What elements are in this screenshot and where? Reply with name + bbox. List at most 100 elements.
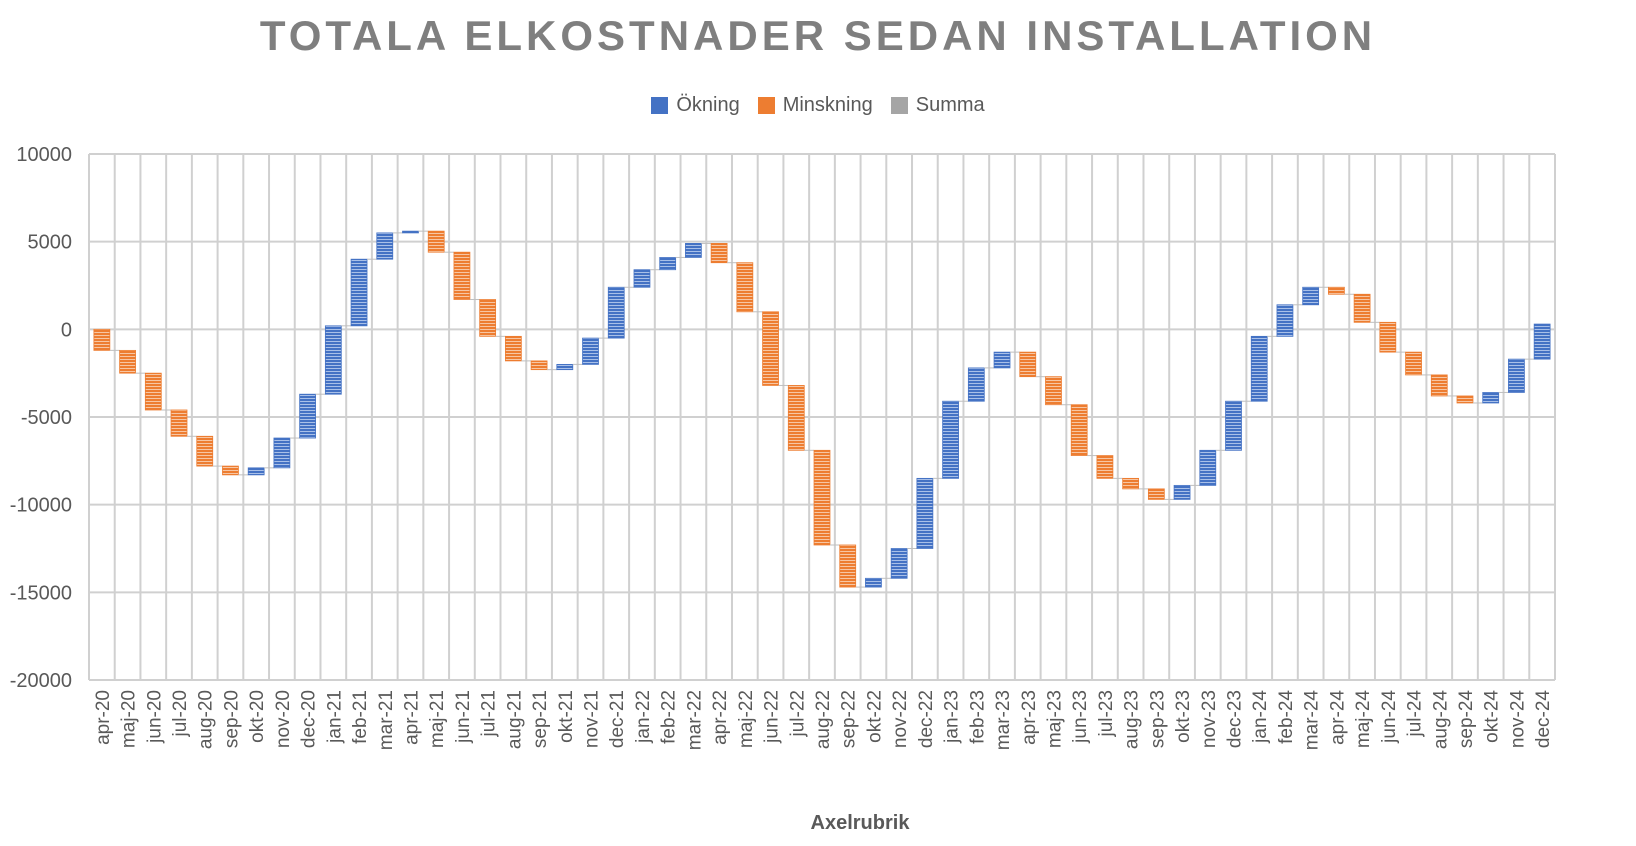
bar-decrease [170, 409, 188, 437]
x-tick-label: sep-21 [530, 690, 551, 748]
bar-decrease [762, 311, 779, 386]
x-tick-label: mar-21 [376, 690, 397, 750]
bar-increase [1302, 286, 1320, 306]
bar-decrease [479, 299, 497, 337]
x-tick-label: feb-21 [350, 690, 371, 744]
x-tick-label: dec-21 [607, 690, 628, 748]
x-tick-label: jul-21 [479, 690, 500, 737]
x-tick-label: nov-21 [582, 690, 603, 748]
bar-decrease [196, 435, 214, 467]
bar-decrease [1328, 286, 1345, 295]
x-tick-label: sep-23 [1147, 690, 1168, 748]
legend-swatch-total [890, 97, 908, 114]
x-tick-label: nov-20 [273, 690, 294, 748]
bar-increase [659, 257, 677, 271]
bar-increase [299, 393, 316, 439]
x-tick-label: feb-22 [659, 690, 680, 744]
x-tick-label: jul-22 [787, 690, 808, 737]
y-tick-label: 5000 [28, 232, 73, 254]
bar-increase [582, 337, 599, 365]
bar-decrease [222, 465, 239, 476]
x-tick-label: sep-20 [221, 690, 242, 748]
x-tick-label: sep-24 [1456, 690, 1477, 749]
x-tick-label: okt-20 [247, 690, 268, 743]
legend-label-decrease: Minskning [782, 94, 873, 116]
x-tick-label: apr-24 [1327, 690, 1348, 745]
x-tick-label: apr-22 [710, 690, 731, 745]
bar-increase [1508, 358, 1525, 393]
y-tick-label: -10000 [10, 495, 72, 517]
x-tick-label: dec-20 [299, 690, 320, 748]
x-tick-label: jan-21 [324, 690, 345, 744]
bar-increase [273, 437, 291, 469]
x-tick-label: maj-21 [427, 690, 448, 748]
x-tick-label: aug-22 [813, 690, 834, 749]
bar-decrease [119, 349, 136, 374]
bar-increase [607, 286, 625, 339]
x-tick-label: okt-21 [556, 690, 577, 743]
y-tick-label: -20000 [10, 670, 72, 692]
bar-increase [556, 363, 574, 371]
x-tick-label: sep-22 [839, 690, 860, 748]
x-tick-label: okt-22 [864, 690, 885, 743]
x-tick-label: aug-24 [1430, 690, 1451, 750]
bar-decrease [710, 243, 728, 264]
x-tick-label: okt-24 [1482, 690, 1503, 743]
bar-increase [1173, 484, 1191, 500]
legend-item-total: Summa [890, 94, 985, 117]
x-tick-label: nov-24 [1507, 690, 1528, 749]
x-tick-label: jun-24 [1379, 690, 1400, 744]
bar-increase [247, 467, 265, 476]
x-tick-label: jan-23 [942, 690, 963, 744]
x-tick-label: mar-23 [993, 690, 1014, 750]
legend-item-decrease: Minskning [757, 94, 873, 117]
x-tick-label: maj-24 [1353, 690, 1374, 749]
bar-increase [324, 325, 342, 395]
bar-increase [685, 243, 702, 258]
bar-decrease [1379, 321, 1397, 353]
x-tick-label: apr-21 [401, 690, 422, 745]
bar-decrease [736, 262, 754, 313]
y-tick-label: 10000 [16, 144, 72, 166]
x-tick-label: okt-23 [1173, 690, 1194, 743]
bar-decrease [1019, 351, 1037, 378]
x-tick-label: jul-20 [170, 690, 191, 737]
bar-increase [967, 367, 985, 402]
bar-increase [1199, 449, 1217, 486]
bar-decrease [427, 230, 445, 253]
bar-increase [993, 351, 1011, 369]
bar-decrease [1353, 293, 1371, 323]
legend-label-increase: Ökning [676, 94, 740, 116]
x-tick-label: maj-23 [1044, 690, 1065, 748]
bar-decrease [144, 372, 162, 411]
x-tick-label: maj-20 [119, 690, 140, 748]
legend-swatch-increase [651, 97, 669, 114]
bar-decrease [1456, 395, 1474, 404]
bar-increase [633, 269, 651, 288]
x-tick-label: jun-23 [1070, 690, 1091, 744]
x-tick-label: jun-20 [144, 690, 165, 744]
x-tick-label: feb-23 [967, 690, 988, 744]
legend: Ökning Minskning Summa [0, 94, 1636, 117]
bar-increase [865, 577, 882, 588]
bar-increase [1250, 335, 1268, 402]
x-tick-label: nov-22 [890, 690, 911, 748]
bar-decrease [839, 544, 857, 588]
x-tick-label: feb-24 [1276, 690, 1297, 744]
x-tick-label: jun-22 [762, 690, 783, 744]
legend-label-total: Summa [915, 94, 985, 116]
bar-decrease [504, 335, 522, 362]
x-tick-label: aug-21 [504, 690, 525, 749]
bar-increase [1276, 304, 1294, 337]
bar-decrease [1147, 488, 1165, 500]
bar-increase [1533, 323, 1551, 360]
x-tick-label: jun-21 [453, 690, 474, 744]
x-tick-label: jan-22 [633, 690, 654, 744]
x-tick-label: dec-23 [1225, 690, 1246, 748]
bar-decrease [1122, 477, 1140, 490]
x-tick-label: maj-22 [736, 690, 757, 748]
bar-increase [350, 258, 368, 327]
y-tick-label: -15000 [10, 582, 72, 604]
bar-decrease [530, 360, 548, 371]
